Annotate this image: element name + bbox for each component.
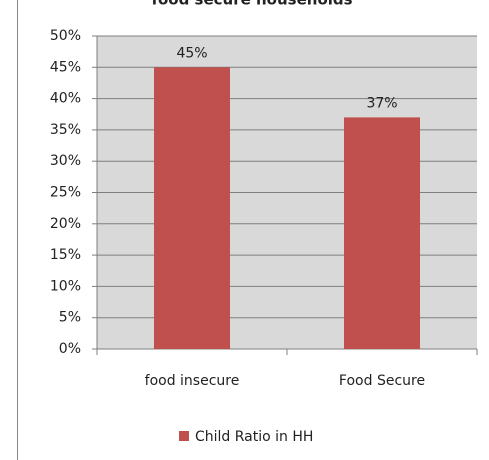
y-tick-label: 0% — [59, 341, 81, 357]
chart-title: food secure households — [151, 0, 352, 9]
y-tick-label: 20% — [50, 216, 81, 232]
bar — [154, 67, 230, 350]
legend-label: Child Ratio in HH — [195, 429, 313, 445]
y-tick-label: 35% — [50, 122, 81, 138]
y-tick-label: 25% — [50, 185, 81, 201]
y-tick-label: 10% — [50, 278, 81, 294]
bar — [344, 117, 420, 349]
y-tick-label: 50% — [50, 28, 81, 44]
y-tick-label: 40% — [50, 91, 81, 107]
y-tick-label: 30% — [50, 153, 81, 169]
legend-swatch — [179, 431, 189, 441]
data-label: 45% — [176, 45, 207, 61]
y-tick-label: 15% — [50, 247, 81, 263]
y-tick-label: 5% — [59, 310, 81, 326]
x-tick-label: food insecure — [145, 373, 240, 389]
y-tick-label: 45% — [50, 59, 81, 75]
x-tick-label: Food Secure — [339, 373, 425, 389]
data-label: 37% — [366, 95, 397, 111]
